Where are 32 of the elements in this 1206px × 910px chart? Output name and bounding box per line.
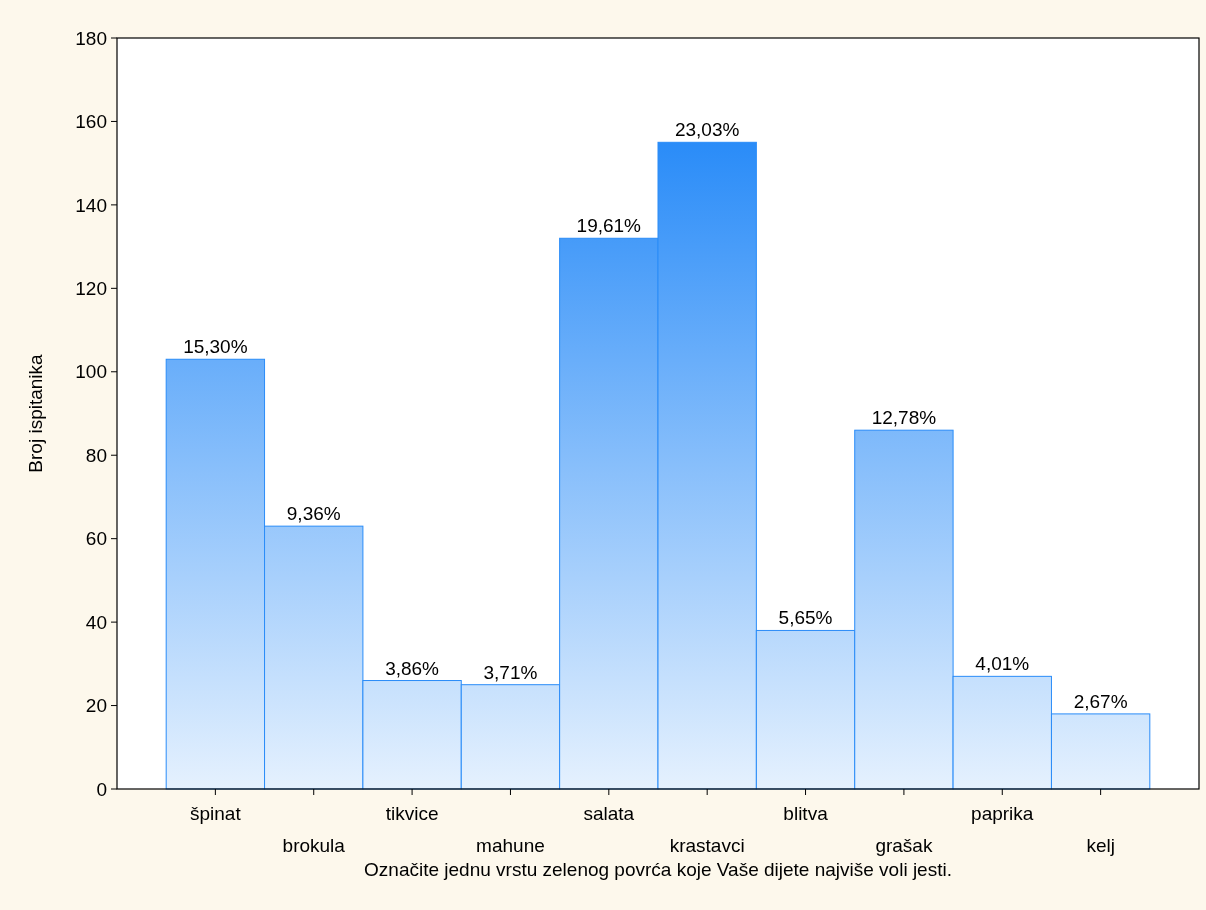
x-tick-label: grašak <box>875 835 933 856</box>
x-tick-label: salata <box>583 803 635 824</box>
y-tick-label: 100 <box>75 361 107 383</box>
y-tick-label: 140 <box>75 194 107 216</box>
annotation: 19,61% <box>576 215 642 237</box>
x-tick-label: paprika <box>971 803 1034 824</box>
x-tick-label: tikvice <box>385 803 439 824</box>
annotation: 3,71% <box>483 661 538 683</box>
y-tick-label: 160 <box>75 111 107 133</box>
y-tick-label: 80 <box>85 444 107 466</box>
annotation: 2,67% <box>1073 690 1128 712</box>
annotation: 23,03% <box>674 119 740 141</box>
annotation: 4,01% <box>975 653 1030 675</box>
y-tick-label: 40 <box>85 611 107 633</box>
y-tick-label: 0 <box>96 778 107 800</box>
y-tick-label: 20 <box>85 695 107 717</box>
annotation: 3,86% <box>385 657 440 679</box>
x-tick-label: špinat <box>190 803 242 824</box>
x-tick-label: mahune <box>476 835 545 856</box>
x-tick-label: brokula <box>282 835 346 856</box>
annotation: 9,36% <box>286 503 341 525</box>
x-tick-label: blitva <box>783 803 829 824</box>
x-tick-label: kelj <box>1086 835 1115 856</box>
y-tick-label: 180 <box>75 27 107 49</box>
y-tick-label: 120 <box>75 277 107 299</box>
annotation: 15,30% <box>183 336 248 358</box>
y-tick-label: 60 <box>85 528 107 550</box>
annotation: 5,65% <box>778 607 833 629</box>
y-axis-title: Broj ispitanika <box>25 353 46 473</box>
x-tick-label: krastavci <box>669 835 745 856</box>
annotation: 12,78% <box>871 407 937 429</box>
x-axis-title: Označite jednu vrstu zelenog povrća koje Vaše dijete najviše voli jesti. <box>364 859 952 880</box>
